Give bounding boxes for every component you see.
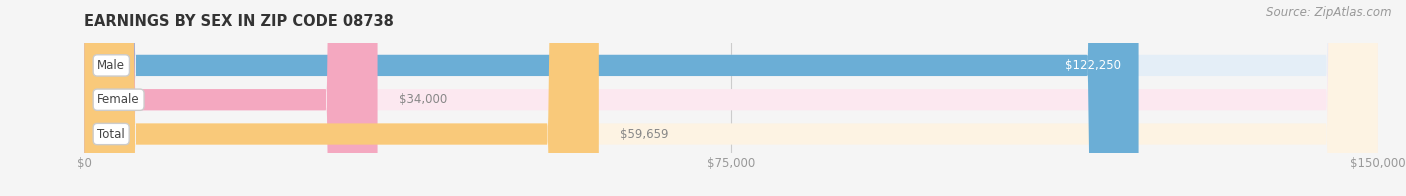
FancyBboxPatch shape xyxy=(84,0,1378,196)
FancyBboxPatch shape xyxy=(84,0,1139,196)
Text: $59,659: $59,659 xyxy=(620,128,669,141)
FancyBboxPatch shape xyxy=(84,0,1378,196)
FancyBboxPatch shape xyxy=(84,0,599,196)
Text: Source: ZipAtlas.com: Source: ZipAtlas.com xyxy=(1267,6,1392,19)
Text: $122,250: $122,250 xyxy=(1066,59,1122,72)
FancyBboxPatch shape xyxy=(84,0,1378,196)
Text: EARNINGS BY SEX IN ZIP CODE 08738: EARNINGS BY SEX IN ZIP CODE 08738 xyxy=(84,14,394,29)
Text: Female: Female xyxy=(97,93,141,106)
Text: $34,000: $34,000 xyxy=(399,93,447,106)
Text: Total: Total xyxy=(97,128,125,141)
Text: Male: Male xyxy=(97,59,125,72)
FancyBboxPatch shape xyxy=(84,0,378,196)
